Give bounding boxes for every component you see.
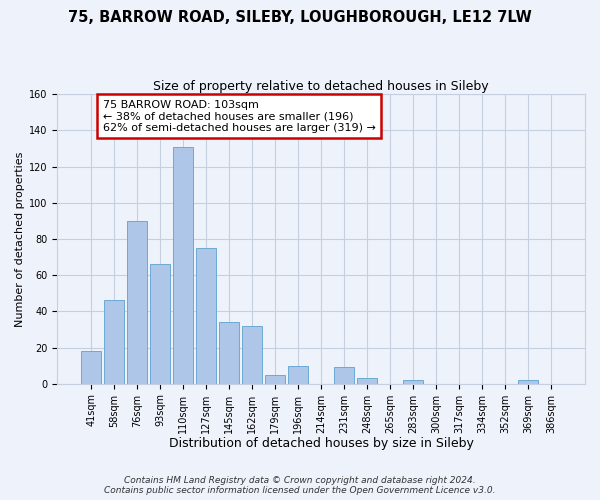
Bar	[82, 351, 101, 384]
Text: Contains HM Land Registry data © Crown copyright and database right 2024.
Contai: Contains HM Land Registry data © Crown c…	[104, 476, 496, 495]
Text: 75, BARROW ROAD, SILEBY, LOUGHBOROUGH, LE12 7LW: 75, BARROW ROAD, SILEBY, LOUGHBOROUGH, L…	[68, 10, 532, 25]
Bar	[242, 326, 262, 384]
Title: Size of property relative to detached houses in Sileby: Size of property relative to detached ho…	[154, 80, 489, 93]
Text: 75 BARROW ROAD: 103sqm
← 38% of detached houses are smaller (196)
62% of semi-de: 75 BARROW ROAD: 103sqm ← 38% of detached…	[103, 100, 376, 133]
Y-axis label: Number of detached properties: Number of detached properties	[15, 152, 25, 326]
Bar	[518, 380, 538, 384]
Bar	[151, 264, 170, 384]
Bar	[265, 374, 285, 384]
Bar	[289, 366, 308, 384]
Bar	[334, 368, 354, 384]
Bar	[403, 380, 423, 384]
Bar	[127, 221, 147, 384]
Bar	[104, 300, 124, 384]
Bar	[173, 146, 193, 384]
Bar	[358, 378, 377, 384]
Bar	[220, 322, 239, 384]
X-axis label: Distribution of detached houses by size in Sileby: Distribution of detached houses by size …	[169, 437, 473, 450]
Bar	[196, 248, 216, 384]
